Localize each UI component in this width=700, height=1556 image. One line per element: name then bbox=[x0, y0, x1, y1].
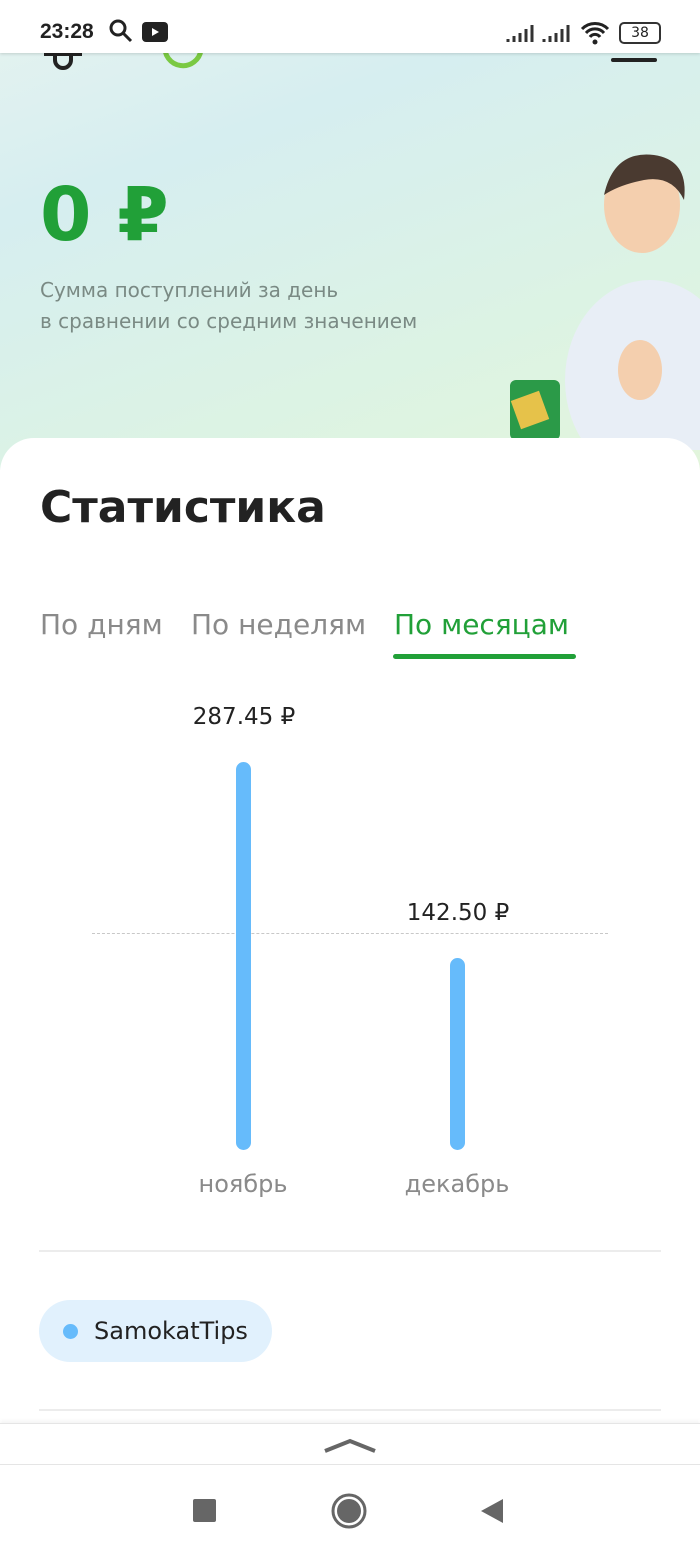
status-bar: 23:28 38 bbox=[0, 0, 700, 53]
legend-color-dot bbox=[63, 1323, 78, 1339]
bar-value-label: 142.50 ₽ bbox=[406, 899, 510, 926]
hero-banner: 0 ₽ Сумма поступлений за день в сравнении… bbox=[0, 0, 700, 470]
category-label: декабрь bbox=[404, 1170, 510, 1198]
battery-indicator: 38 bbox=[619, 22, 661, 44]
home-button[interactable] bbox=[331, 1492, 367, 1530]
back-button[interactable] bbox=[479, 1497, 505, 1525]
bottom-panel bbox=[0, 1423, 700, 1556]
bell-icon[interactable] bbox=[40, 40, 90, 70]
recents-button[interactable] bbox=[193, 1499, 216, 1522]
bar-value-label: 287.45 ₽ bbox=[192, 704, 296, 730]
section-title: Статистика bbox=[40, 482, 326, 533]
amount-subtitle: Сумма поступлений за день в сравнении со … bbox=[40, 275, 417, 337]
category-label: ноябрь bbox=[198, 1170, 288, 1198]
chevron-up-icon[interactable] bbox=[322, 1436, 378, 1456]
subtitle-line: в сравнении со средним значением bbox=[40, 309, 418, 333]
average-line bbox=[92, 933, 608, 934]
youtube-icon bbox=[142, 22, 168, 42]
menu-icon[interactable] bbox=[611, 58, 657, 62]
divider bbox=[39, 1250, 661, 1252]
bar-декабрь[interactable] bbox=[449, 957, 465, 1150]
bar-ноябрь[interactable] bbox=[235, 762, 251, 1150]
wifi-icon bbox=[580, 22, 610, 45]
tab-months[interactable]: По месяцам bbox=[394, 608, 570, 641]
signal-icon bbox=[542, 25, 570, 42]
divider bbox=[0, 1464, 700, 1465]
search-icon bbox=[109, 19, 133, 43]
clock: 23:28 bbox=[40, 20, 94, 43]
active-tab-indicator bbox=[393, 654, 576, 659]
mascot-illustration bbox=[510, 154, 700, 450]
subtitle-line: Сумма поступлений за день bbox=[40, 278, 339, 302]
legend-label: SamokatTips bbox=[94, 1317, 248, 1345]
signal-icon bbox=[506, 25, 534, 42]
divider bbox=[39, 1409, 661, 1411]
legend-chip[interactable]: SamokatTips bbox=[39, 1300, 272, 1362]
day-amount: 0 ₽ bbox=[40, 172, 169, 258]
tab-weeks[interactable]: По неделям bbox=[191, 608, 367, 641]
tab-days[interactable]: По дням bbox=[40, 608, 163, 641]
